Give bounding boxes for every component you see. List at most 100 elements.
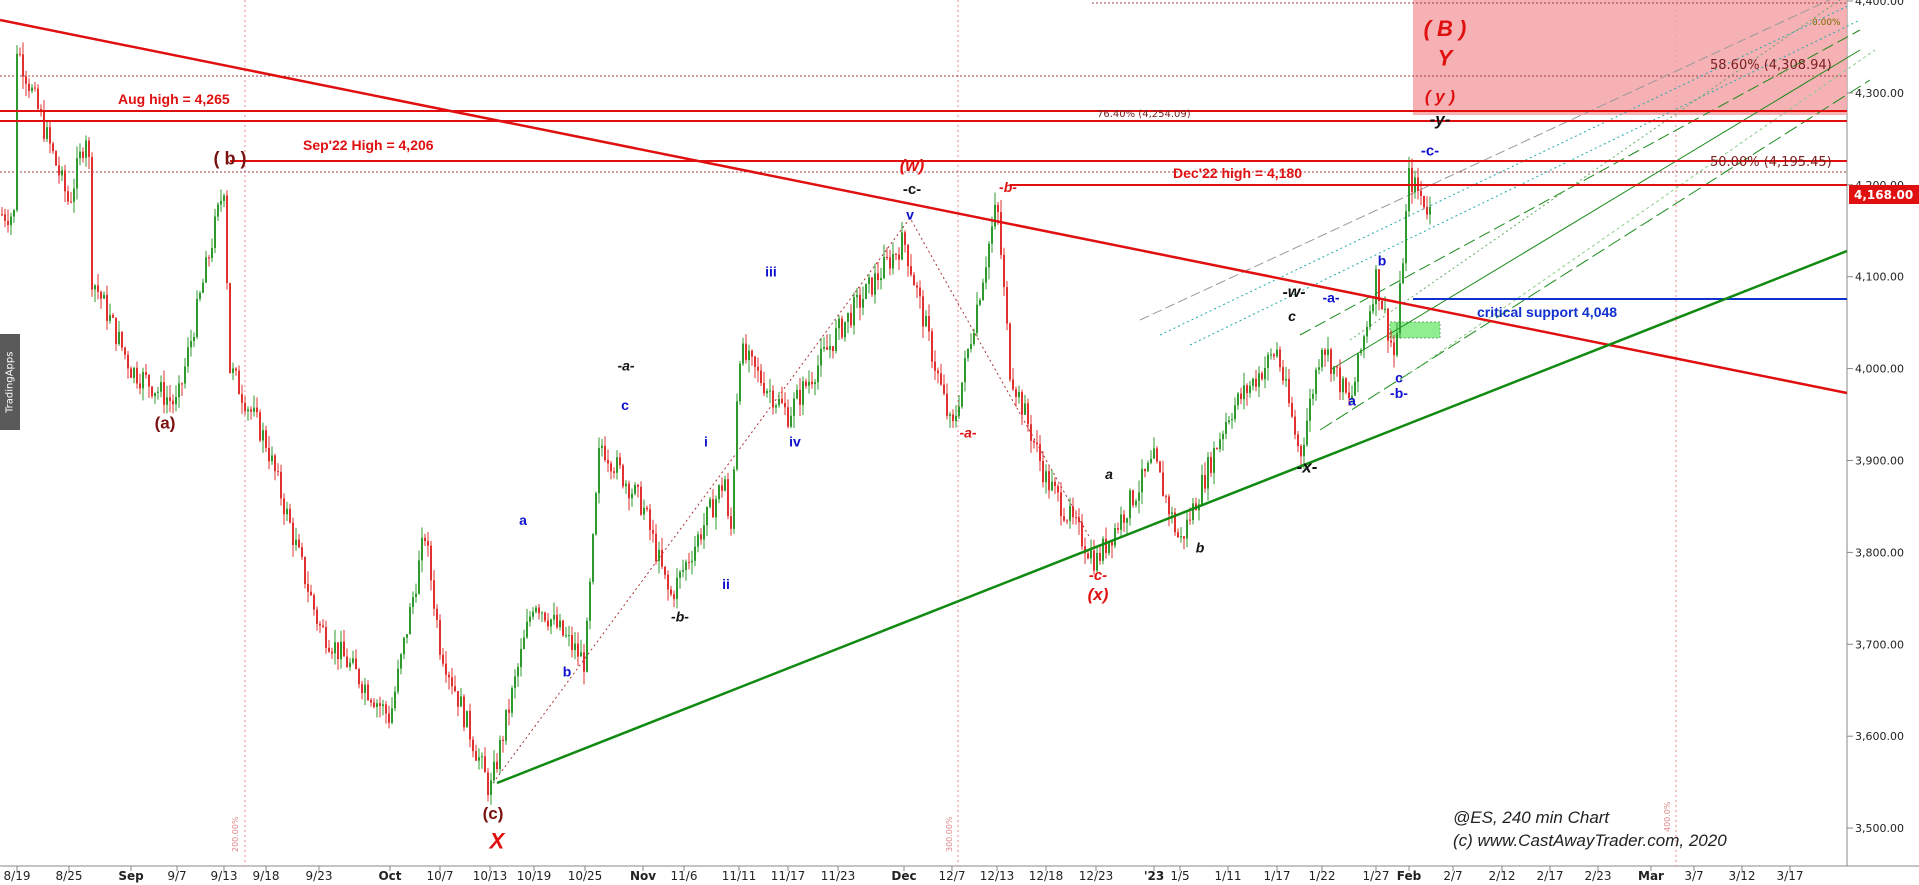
candle-body — [541, 612, 543, 614]
candle-body — [649, 509, 651, 531]
candle-body — [1255, 378, 1257, 387]
wave-label: -c- — [1421, 142, 1439, 159]
candle-body — [1039, 444, 1041, 462]
candle-body — [952, 414, 954, 422]
candle-body — [1042, 461, 1044, 483]
candle-body — [949, 414, 951, 416]
chart-credit-line1: @ES, 240 min Chart — [1453, 808, 1610, 827]
candle-body — [859, 294, 861, 308]
candle-body — [622, 465, 624, 487]
candle-body — [817, 365, 819, 383]
candle-body — [646, 507, 648, 510]
candle-body — [1024, 403, 1026, 415]
candle-body — [688, 561, 690, 563]
x-tick-label: 11/6 — [671, 869, 698, 883]
candle-body — [1240, 393, 1242, 400]
candle-body — [304, 556, 306, 584]
candle-body — [1258, 373, 1260, 387]
candle-body — [781, 398, 783, 403]
candle-body — [727, 479, 729, 517]
tradingapps-side-tab[interactable]: TradingApps — [0, 334, 20, 430]
candle-body — [1270, 354, 1272, 356]
candle-body — [172, 400, 174, 405]
y-tick-label: 3,800.00 — [1855, 546, 1904, 559]
x-tick-label: '23 — [1144, 869, 1164, 883]
candle-body — [1171, 512, 1173, 515]
candle-body — [262, 430, 264, 441]
aug-high-label: Aug high = 4,265 — [118, 91, 230, 107]
candle-body — [1087, 553, 1089, 559]
candle-body — [559, 620, 561, 628]
candle-body — [865, 283, 867, 299]
candle-body — [1411, 167, 1413, 193]
candle-body — [1372, 304, 1374, 312]
candle-body — [985, 267, 987, 283]
candle-body — [979, 300, 981, 305]
candle-body — [937, 370, 939, 374]
candle-body — [235, 368, 237, 371]
candle-body — [1168, 496, 1170, 515]
candle-body — [1072, 506, 1074, 518]
candle-body — [1066, 520, 1068, 522]
candle-body — [988, 243, 990, 268]
candle-body — [886, 256, 888, 258]
candle-body — [904, 232, 906, 245]
candle-body — [877, 273, 879, 281]
candle-body — [1345, 378, 1347, 393]
candle-body — [316, 609, 318, 624]
candle-body — [1045, 471, 1047, 483]
candle-body — [397, 668, 399, 692]
candle-body — [1105, 538, 1107, 554]
wave-label: a — [1105, 466, 1113, 482]
candle-body — [1, 214, 3, 216]
candle-body — [568, 635, 570, 637]
candle-body — [733, 469, 735, 529]
wave-label: iv — [789, 434, 801, 450]
candle-body — [1210, 457, 1212, 473]
candle-body — [718, 485, 720, 500]
candle-body — [586, 620, 588, 672]
candle-body — [856, 294, 858, 298]
wave-label: (a) — [155, 413, 176, 432]
candle-body — [202, 282, 204, 293]
candle-body — [703, 525, 705, 540]
x-tick-label: 9/7 — [167, 869, 186, 883]
candle-body — [166, 397, 168, 405]
svg-text:4,168.00: 4,168.00 — [1854, 188, 1913, 202]
candle-body — [298, 539, 300, 548]
candle-body — [193, 337, 195, 342]
candle-body — [1375, 269, 1377, 305]
candle-body — [292, 522, 294, 545]
candle-body — [1123, 514, 1125, 523]
candle-body — [301, 547, 303, 557]
candle-body — [274, 455, 276, 472]
x-tick-label: 8/19 — [4, 869, 31, 883]
candle-body — [916, 285, 918, 288]
candle-body — [628, 483, 630, 499]
candle-body — [631, 493, 633, 499]
candle-body — [502, 739, 504, 741]
candle-body — [592, 534, 594, 582]
candle-body — [613, 471, 615, 473]
candle-body — [178, 383, 180, 398]
candle-body — [1102, 538, 1104, 561]
candle-body — [604, 445, 606, 461]
x-tick-label: 12/7 — [939, 869, 966, 883]
candle-body — [250, 409, 252, 412]
candle-body — [181, 383, 183, 385]
candle-body — [889, 257, 891, 269]
wave-label: -a- — [959, 425, 976, 441]
candle-body — [1384, 308, 1386, 310]
candle-body — [922, 296, 924, 327]
candle-body — [967, 348, 969, 359]
key-level-lines — [0, 110, 1847, 300]
wave-label: iii — [765, 264, 777, 280]
candle-body — [880, 278, 882, 281]
wave-label: ii — [722, 576, 730, 592]
candle-body — [1144, 468, 1146, 472]
wave-label: -w- — [1282, 284, 1305, 301]
candle-body — [133, 367, 135, 378]
wave-label: b — [563, 663, 572, 679]
wave-label: a — [519, 512, 527, 528]
candle-body — [976, 304, 978, 333]
